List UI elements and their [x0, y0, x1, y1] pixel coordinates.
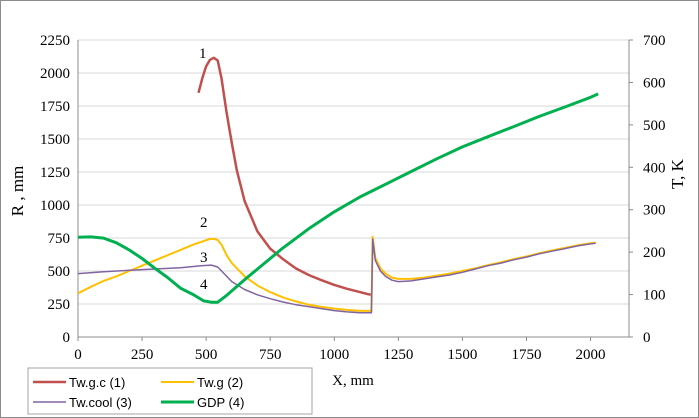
annotation-4: 4: [200, 277, 208, 293]
y-right-tick-600: 600: [643, 75, 666, 91]
series-line-2: [77, 235, 596, 312]
x-axis-title: X, mm: [332, 373, 374, 389]
annotation-2: 2: [200, 215, 208, 231]
y-right-axis-title: T, K: [668, 158, 687, 189]
legend-item-3: Tw.cool (3): [33, 395, 132, 410]
y-left-tick-2000: 2000: [40, 66, 70, 82]
legend-box: [27, 367, 313, 415]
y-left-tick-250: 250: [48, 297, 71, 313]
y-left-tick-1000: 1000: [40, 198, 70, 214]
legend-label-1: Tw.g.c (1): [69, 375, 125, 390]
x-tick-1750: 1750: [511, 347, 541, 363]
y-left-tick-1250: 1250: [40, 165, 70, 181]
y-right-tick-700: 700: [643, 33, 666, 49]
legend-item-2: Tw.g (2): [161, 375, 243, 390]
series-group: [77, 56, 599, 314]
y-left-tick-1750: 1750: [40, 99, 70, 115]
y-left-axis-title: R , mm: [8, 166, 27, 217]
x-tick-2000: 2000: [576, 347, 606, 363]
legend-label-2: Tw.g (2): [197, 375, 243, 390]
series-line-1: [197, 56, 373, 297]
series-line-3: [77, 238, 596, 314]
y-left-tick-2250: 2250: [40, 33, 70, 49]
x-tick-labels: 0 250 500 750 1000 1250 1500 1750 2000: [74, 337, 606, 363]
x-tick-0: 0: [74, 347, 82, 363]
y-left-tick-labels: 0 250 500 750 1000 1250 1500 1750 2000 2250: [40, 33, 70, 346]
series-line-4: [77, 92, 599, 304]
y-right-tick-0: 0: [643, 330, 651, 346]
legend-label-3: Tw.cool (3): [69, 395, 132, 410]
legend-item-4: GDP (4): [161, 395, 244, 410]
x-tick-1000: 1000: [319, 347, 349, 363]
y-right-tick-200: 200: [643, 245, 666, 261]
legend: Tw.g.c (1) Tw.g (2) Tw.cool (3) GDP (4): [27, 367, 313, 415]
annotation-1: 1: [199, 46, 207, 62]
gridlines: [77, 39, 630, 338]
y-left-tick-750: 750: [48, 231, 71, 247]
y-right-tick-400: 400: [643, 160, 666, 176]
y-right-tick-labels: 0 100 200 300 400 500 600 700: [629, 33, 666, 346]
x-tick-500: 500: [195, 347, 218, 363]
y-left-tick-500: 500: [48, 264, 71, 280]
annotation-3: 3: [200, 250, 208, 266]
y-right-tick-100: 100: [643, 288, 666, 304]
legend-item-1: Tw.g.c (1): [33, 375, 125, 390]
y-left-tick-1500: 1500: [40, 132, 70, 148]
x-tick-750: 750: [259, 347, 282, 363]
y-right-tick-500: 500: [643, 118, 666, 134]
x-tick-250: 250: [131, 347, 154, 363]
x-tick-1250: 1250: [383, 347, 413, 363]
y-left-tick-0: 0: [63, 330, 71, 346]
y-right-tick-300: 300: [643, 203, 666, 219]
legend-label-4: GDP (4): [197, 395, 244, 410]
x-tick-1500: 1500: [447, 347, 477, 363]
